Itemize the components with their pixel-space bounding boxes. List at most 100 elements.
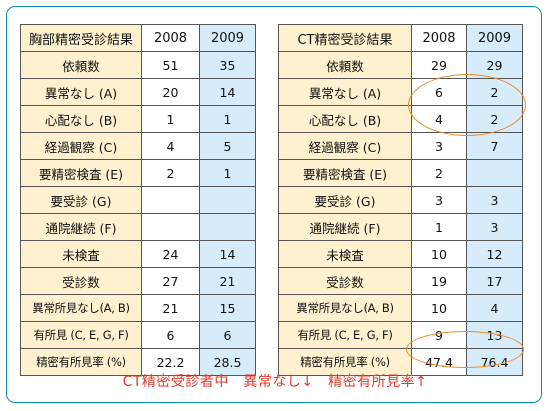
table-row: 精密有所見率 (%) 47.4 76.4 — [278, 348, 523, 376]
table-row: 経過観察 (C) 3 7 — [278, 132, 523, 160]
table-row: 有所見 (C, E, G, F) 6 6 — [20, 321, 256, 349]
cell-value-2009: 1 — [199, 105, 256, 133]
table-row: 未検査 10 12 — [278, 240, 523, 268]
cell-value-2009: 6 — [199, 321, 256, 349]
table-row: 異常なし (A) 20 14 — [20, 78, 256, 106]
cell-value-2008: 2 — [411, 159, 467, 187]
cell-value-2008: 2 — [141, 159, 200, 187]
header-cell-label: 胸部精密受診結果 — [20, 24, 142, 52]
table-row: 受診数 19 17 — [278, 267, 523, 295]
table-row: 有所見 (C, E, G, F) 9 13 — [278, 321, 523, 349]
row-label: 受診数 — [20, 267, 142, 295]
cell-value-2009: 28.5 — [199, 348, 256, 376]
chest-results-table: 胸部精密受診結果 2008 2009 依頼数 51 35 異常なし (A) 20 14 心配なし … — [20, 24, 256, 376]
table-row: 要精密検査 (E) 2 — [278, 159, 523, 187]
cell-value-2009: 3 — [466, 186, 523, 214]
row-label: 経過観察 (C) — [20, 132, 142, 160]
cell-value-2008: 27 — [141, 267, 200, 295]
table-row: 通院継続 (F) 1 3 — [278, 213, 523, 241]
row-label: 異常所見なし(A, B) — [278, 294, 412, 322]
row-label: 心配なし (B) — [278, 105, 412, 133]
cell-value-2009: 76.4 — [466, 348, 523, 376]
row-label: 有所見 (C, E, G, F) — [20, 321, 142, 349]
row-label: 要受診 (G) — [20, 186, 142, 214]
cell-value-2009 — [466, 159, 523, 187]
cell-value-2008: 22.2 — [141, 348, 200, 376]
header-row: 胸部精密受診結果 2008 2009 — [20, 24, 256, 52]
row-label: 異常所見なし(A, B) — [20, 294, 142, 322]
header-cell-value-2008: 2008 — [141, 24, 200, 52]
row-label: 有所見 (C, E, G, F) — [278, 321, 412, 349]
cell-value-2009: 29 — [466, 51, 523, 79]
table-row: 受診数 27 21 — [20, 267, 256, 295]
row-label: 要受診 (G) — [278, 186, 412, 214]
cell-value-2008: 29 — [411, 51, 467, 79]
table-row: 異常所見なし(A, B) 21 15 — [20, 294, 256, 322]
cell-value-2008: 1 — [411, 213, 467, 241]
cell-value-2008: 6 — [411, 78, 467, 106]
cell-value-2009: 12 — [466, 240, 523, 268]
table-row: 未検査 24 14 — [20, 240, 256, 268]
table-row: 異常所見なし(A, B) 10 4 — [278, 294, 523, 322]
row-label: 経過観察 (C) — [278, 132, 412, 160]
row-label: 通院継続 (F) — [278, 213, 412, 241]
cell-value-2008 — [141, 186, 200, 214]
table-row: 要精密検査 (E) 2 1 — [20, 159, 256, 187]
cell-value-2009: 3 — [466, 213, 523, 241]
table-row: 経過観察 (C) 4 5 — [20, 132, 256, 160]
cell-value-2009: 2 — [466, 105, 523, 133]
table-row: 要受診 (G) — [20, 186, 256, 214]
cell-value-2008: 3 — [411, 132, 467, 160]
cell-value-2008: 10 — [411, 294, 467, 322]
cell-value-2008: 47.4 — [411, 348, 467, 376]
cell-value-2009: 14 — [199, 78, 256, 106]
summary-caption: CT精密受診者中 異常なし↓ 精密有所見率↑ — [122, 374, 428, 390]
row-label: 精密有所見率 (%) — [278, 348, 412, 376]
cell-value-2008: 10 — [411, 240, 467, 268]
table-row: 心配なし (B) 1 1 — [20, 105, 256, 133]
cell-value-2009: 5 — [199, 132, 256, 160]
row-label: 心配なし (B) — [20, 105, 142, 133]
cell-value-2008: 19 — [411, 267, 467, 295]
row-label: 要精密検査 (E) — [20, 159, 142, 187]
table-row: 異常なし (A) 6 2 — [278, 78, 523, 106]
header-row: CT精密受診結果 2008 2009 — [278, 24, 523, 52]
cell-value-2009: 1 — [199, 159, 256, 187]
row-label: 未検査 — [278, 240, 412, 268]
cell-value-2008: 20 — [141, 78, 200, 106]
ct-results-table: CT精密受診結果 2008 2009 依頼数 29 29 異常なし (A) 6 2 心配なし (B… — [278, 24, 523, 376]
cell-value-2009: 13 — [466, 321, 523, 349]
header-cell-value-2008: 2008 — [411, 24, 467, 52]
table-row: 通院継続 (F) — [20, 213, 256, 241]
table-row: 要受診 (G) 3 3 — [278, 186, 523, 214]
cell-value-2009: 17 — [466, 267, 523, 295]
row-label: 異常なし (A) — [278, 78, 412, 106]
row-label: 未検査 — [20, 240, 142, 268]
table-row: 依頼数 51 35 — [20, 51, 256, 79]
header-cell-label: CT精密受診結果 — [278, 24, 412, 52]
row-label: 依頼数 — [278, 51, 412, 79]
cell-value-2008: 3 — [411, 186, 467, 214]
row-label: 依頼数 — [20, 51, 142, 79]
header-cell-value-2009: 2009 — [466, 24, 523, 52]
cell-value-2008: 4 — [411, 105, 467, 133]
row-label: 受診数 — [278, 267, 412, 295]
cell-value-2009 — [199, 213, 256, 241]
cell-value-2009: 35 — [199, 51, 256, 79]
cell-value-2008: 1 — [141, 105, 200, 133]
row-label: 精密有所見率 (%) — [20, 348, 142, 376]
cell-value-2009: 21 — [199, 267, 256, 295]
row-label: 要精密検査 (E) — [278, 159, 412, 187]
cell-value-2009: 4 — [466, 294, 523, 322]
cell-value-2009: 2 — [466, 78, 523, 106]
cell-value-2008: 9 — [411, 321, 467, 349]
cell-value-2008: 51 — [141, 51, 200, 79]
row-label: 異常なし (A) — [20, 78, 142, 106]
cell-value-2009: 14 — [199, 240, 256, 268]
table-row: 精密有所見率 (%) 22.2 28.5 — [20, 348, 256, 376]
cell-value-2009: 15 — [199, 294, 256, 322]
cell-value-2008: 6 — [141, 321, 200, 349]
row-label: 通院継続 (F) — [20, 213, 142, 241]
table-row: 心配なし (B) 4 2 — [278, 105, 523, 133]
cell-value-2008: 4 — [141, 132, 200, 160]
